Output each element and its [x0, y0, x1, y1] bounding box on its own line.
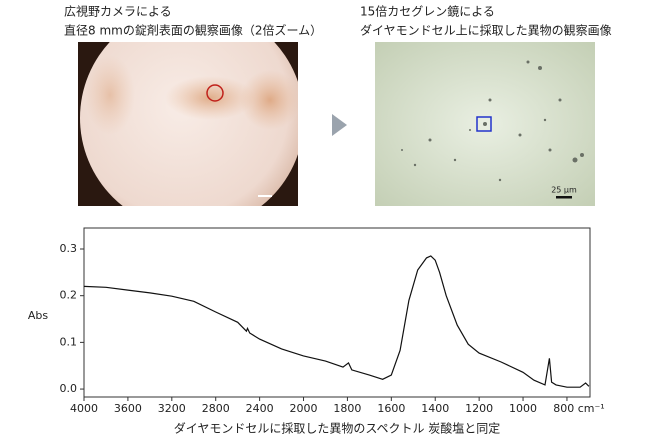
x-tick-label: 1200 — [465, 402, 493, 415]
micro-image: 25 µm — [375, 42, 595, 206]
y-tick-label: 0.2 — [60, 289, 78, 302]
caption: 広視野カメラによる — [64, 4, 172, 19]
x-tick-label: 3600 — [114, 402, 142, 415]
x-tick-label: 1000 — [509, 402, 537, 415]
caption: ダイヤモンドセル上に採取した異物の観察画像 — [360, 23, 612, 38]
x-axis-label: ダイヤモンドセルに採取した異物のスペクトル 炭酸塩と同定 — [174, 421, 501, 436]
x-tick-label: 1400 — [421, 402, 449, 415]
x-tick-label: 800 cm⁻¹ — [553, 402, 604, 415]
scale-bar-label: 25 µm — [551, 186, 577, 195]
caption: 直径8 mmの錠剤表面の観察画像（2倍ズーム） — [64, 23, 322, 38]
x-tick-label: 3200 — [158, 402, 186, 415]
x-tick-label: 1800 — [333, 402, 361, 415]
x-tick-label: 2400 — [246, 402, 274, 415]
plot-frame — [83, 227, 591, 398]
y-tick-label: 0.3 — [60, 242, 78, 255]
y-tick-label: 0.1 — [60, 335, 78, 348]
x-tick-label: 4000 — [70, 402, 98, 415]
y-axis-label: Abs — [28, 309, 49, 322]
spectrum-line — [83, 255, 590, 388]
y-tick-label: 0.0 — [60, 382, 78, 395]
x-tick-label: 1600 — [377, 402, 405, 415]
tablet-image — [78, 42, 298, 206]
x-tick-label: 2800 — [202, 402, 230, 415]
arrow — [332, 114, 347, 136]
caption: 15倍カセグレン鏡による — [360, 4, 495, 19]
x-tick-label: 2000 — [290, 402, 318, 415]
